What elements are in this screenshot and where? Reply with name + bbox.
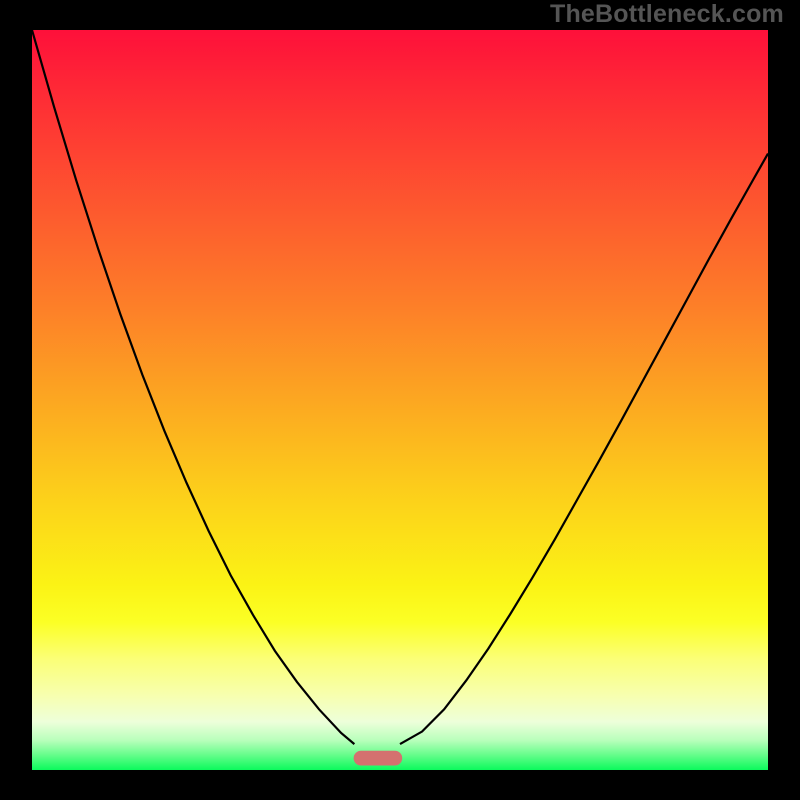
- chart-canvas: TheBottleneck.com: [0, 0, 800, 800]
- bottleneck-chart: [0, 0, 800, 800]
- watermark-text: TheBottleneck.com: [550, 0, 784, 29]
- bottleneck-marker: [354, 751, 403, 766]
- plot-area-background: [32, 30, 768, 770]
